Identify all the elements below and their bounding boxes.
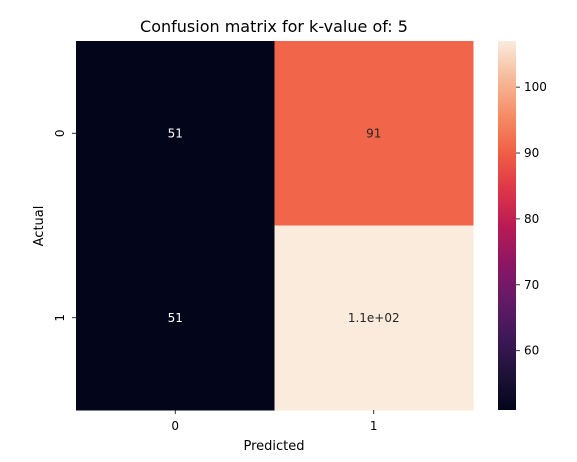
cell-value-label: 51 bbox=[168, 311, 183, 325]
colorbar-tick-label: 70 bbox=[524, 278, 539, 292]
x-tick-label: 0 bbox=[171, 419, 179, 433]
colorbar-tick-label: 100 bbox=[524, 80, 547, 94]
colorbar-tick-label: 80 bbox=[524, 212, 539, 226]
colorbar-tick-label: 60 bbox=[524, 344, 539, 358]
y-tick-label: 1 bbox=[53, 314, 67, 322]
colorbar-ticks: 60 70 80 90 100 bbox=[516, 80, 547, 358]
heatmap-cells bbox=[76, 41, 474, 411]
heatmap-cell bbox=[274, 225, 474, 411]
heatmap-cell bbox=[76, 41, 275, 226]
colorbar-tick-label: 90 bbox=[524, 146, 539, 160]
heatmap-cell-labels: 51 91 51 1.1e+02 bbox=[168, 126, 400, 325]
x-axis-label: Predicted bbox=[243, 439, 304, 454]
cell-value-label: 1.1e+02 bbox=[348, 311, 400, 325]
chart-title: Confusion matrix for k-value of: 5 bbox=[140, 17, 408, 36]
cell-value-label: 51 bbox=[168, 126, 183, 140]
cell-value-label: 91 bbox=[366, 126, 381, 140]
heatmap-cell bbox=[274, 41, 474, 226]
y-tick-label: 0 bbox=[53, 129, 67, 137]
y-axis-label: Actual bbox=[32, 206, 47, 247]
x-tick-label: 1 bbox=[370, 419, 378, 433]
y-axis-ticks: 01 bbox=[53, 129, 76, 322]
colorbar bbox=[498, 41, 516, 410]
heatmap-cell bbox=[76, 225, 275, 411]
